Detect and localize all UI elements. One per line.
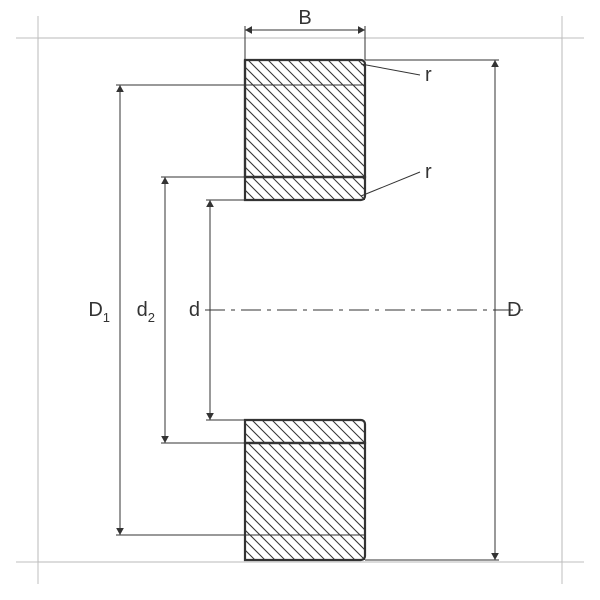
image-border bbox=[38, 38, 562, 562]
dim-label-d: d bbox=[189, 299, 200, 321]
dim-label-B: B bbox=[298, 7, 311, 29]
dim-label-D1: D1 bbox=[88, 299, 110, 325]
dim-label-r-inner: r bbox=[425, 161, 432, 183]
dim-label-D: D bbox=[507, 299, 521, 321]
bearing-cross-section-diagram: Br r D1 d2 d D bbox=[0, 0, 600, 600]
dim-label-d2: d2 bbox=[137, 299, 155, 325]
dim-label-r-outer: r bbox=[425, 64, 432, 86]
